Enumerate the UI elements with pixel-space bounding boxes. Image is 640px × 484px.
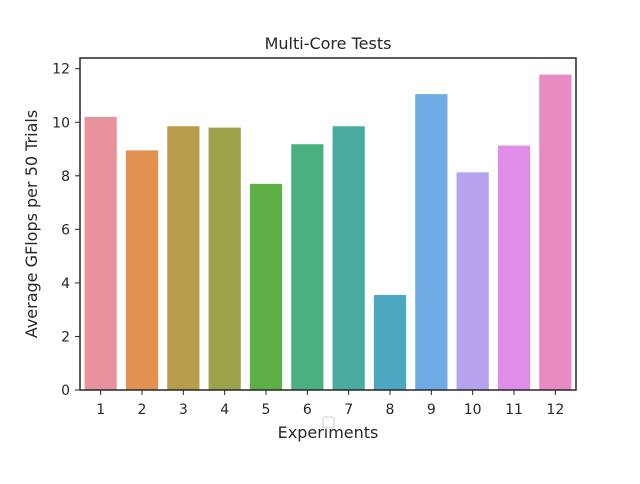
y-tick-label: 8 <box>61 169 70 185</box>
x-tick-label: 4 <box>220 402 229 418</box>
plot-frame <box>79 57 577 391</box>
x-axis-label: Experiments <box>278 423 379 442</box>
x-tick-label: 6 <box>303 402 312 418</box>
y-tick-label: 12 <box>52 62 70 78</box>
bar-2 <box>125 150 159 390</box>
x-tick-label: 3 <box>179 402 188 418</box>
x-tick-label: 2 <box>138 402 147 418</box>
x-tick-label: 8 <box>386 402 395 418</box>
bar-7 <box>332 126 365 391</box>
y-axis: 0 2 4 6 8 10 12 <box>52 62 80 399</box>
legend-box <box>322 416 335 429</box>
x-tick-label: 5 <box>262 402 271 418</box>
x-tick-label: 11 <box>505 402 523 418</box>
x-tick-label: 1 <box>96 402 105 418</box>
y-tick-label: 6 <box>61 222 70 238</box>
bar-10 <box>456 172 489 390</box>
bar-11 <box>497 145 531 390</box>
y-tick-label: 0 <box>61 383 70 399</box>
y-tick-label: 4 <box>61 276 70 292</box>
bar-5 <box>249 183 283 390</box>
bar-1 <box>84 116 117 391</box>
bars-layer <box>84 74 572 391</box>
bar-4 <box>208 127 241 391</box>
x-tick-label: 9 <box>427 402 436 418</box>
bar-9 <box>415 94 448 391</box>
bar-12 <box>539 74 572 390</box>
x-tick-label: 7 <box>344 402 353 418</box>
x-tick-label: 10 <box>464 402 482 418</box>
bar-3 <box>167 126 200 391</box>
y-tick-label: 2 <box>61 329 70 345</box>
x-axis: 1 2 3 4 5 6 7 8 9 10 11 12 <box>96 390 564 418</box>
x-tick-label: 12 <box>546 402 564 418</box>
chart-title: Multi-Core Tests <box>265 34 392 53</box>
y-axis-label: Average GFlops per 50 Trials <box>22 110 41 338</box>
bar-8 <box>373 294 407 390</box>
bar-6 <box>291 144 324 390</box>
y-tick-label: 10 <box>52 115 70 131</box>
